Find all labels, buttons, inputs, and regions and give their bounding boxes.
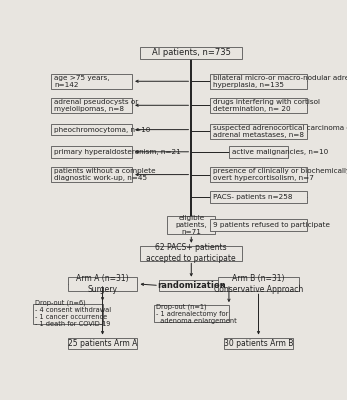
FancyBboxPatch shape	[33, 304, 103, 324]
Text: pheochromocytoma, n=10: pheochromocytoma, n=10	[54, 127, 151, 133]
FancyBboxPatch shape	[140, 47, 242, 59]
Text: 30 patients Arm B: 30 patients Arm B	[224, 339, 293, 348]
FancyBboxPatch shape	[159, 280, 223, 291]
FancyBboxPatch shape	[51, 74, 132, 89]
FancyBboxPatch shape	[210, 98, 307, 113]
Text: patients without a complete
diagnostic work-up, n=45: patients without a complete diagnostic w…	[54, 168, 156, 181]
FancyBboxPatch shape	[68, 276, 137, 291]
FancyBboxPatch shape	[210, 74, 307, 89]
FancyBboxPatch shape	[68, 338, 137, 349]
Text: Arm B (n=31)
Conservative Approach: Arm B (n=31) Conservative Approach	[214, 274, 303, 294]
FancyBboxPatch shape	[167, 216, 215, 234]
Text: 62 PACS+ patients
accepted to participate: 62 PACS+ patients accepted to participat…	[146, 244, 236, 263]
FancyBboxPatch shape	[51, 167, 132, 182]
Text: 25 patients Arm A: 25 patients Arm A	[68, 339, 137, 348]
Text: adrenal pseudocysts or
myelolipomas, n=8: adrenal pseudocysts or myelolipomas, n=8	[54, 99, 138, 112]
FancyBboxPatch shape	[218, 276, 299, 291]
FancyBboxPatch shape	[51, 98, 132, 113]
Text: drugs interfering with cortisol
determination, n= 20: drugs interfering with cortisol determin…	[213, 99, 320, 112]
FancyBboxPatch shape	[210, 167, 307, 182]
Text: bilateral micro-or macro-nodular adrenal
hyperplasia, n=135: bilateral micro-or macro-nodular adrenal…	[213, 75, 347, 88]
Text: randomization: randomization	[157, 281, 226, 290]
Text: 9 patients refused to participate: 9 patients refused to participate	[213, 222, 330, 228]
Text: active malignancies, n=10: active malignancies, n=10	[232, 149, 328, 155]
FancyBboxPatch shape	[210, 219, 307, 231]
Text: age >75 years,
n=142: age >75 years, n=142	[54, 75, 110, 88]
Text: primary hyperaldosteronism, n=21: primary hyperaldosteronism, n=21	[54, 149, 181, 155]
FancyBboxPatch shape	[51, 146, 132, 158]
Text: eligible
patients,
n=71: eligible patients, n=71	[176, 215, 207, 235]
Text: Drop-out (n=6)
- 4 consent withdrawal
- 1 cancer occurrence
- 1 death for COVID-: Drop-out (n=6) - 4 consent withdrawal - …	[35, 300, 111, 327]
Text: suspected adrenocortical carcinoma or
adrenal metastases, n=8: suspected adrenocortical carcinoma or ad…	[213, 125, 347, 138]
FancyBboxPatch shape	[210, 191, 307, 203]
FancyBboxPatch shape	[140, 246, 242, 260]
Text: presence of clinically or biochemically
overt hypercortisolism, n=7: presence of clinically or biochemically …	[213, 168, 347, 181]
FancyBboxPatch shape	[229, 146, 288, 158]
Text: PACS- patients n=258: PACS- patients n=258	[213, 194, 292, 200]
Text: Drop-out (n=1)
- 1 adrenalectomy for
  adenoma enlargement: Drop-out (n=1) - 1 adrenalectomy for ade…	[156, 303, 237, 324]
Text: AI patients, n=735: AI patients, n=735	[152, 48, 231, 58]
FancyBboxPatch shape	[154, 305, 229, 322]
FancyBboxPatch shape	[223, 338, 294, 349]
FancyBboxPatch shape	[210, 124, 307, 138]
FancyBboxPatch shape	[51, 124, 132, 136]
Text: Arm A (n=31)
Surgery: Arm A (n=31) Surgery	[76, 274, 129, 294]
